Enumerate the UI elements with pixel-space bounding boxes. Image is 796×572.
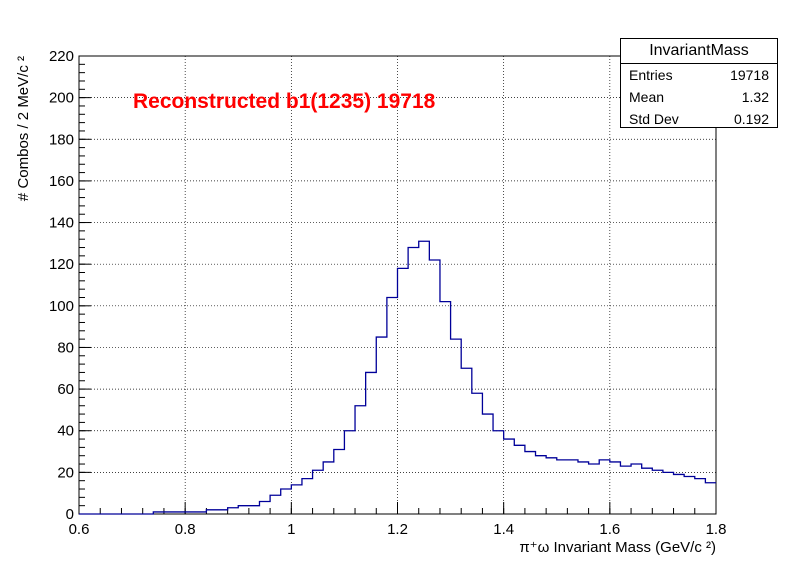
stats-title: InvariantMass	[621, 39, 777, 64]
x-axis-label: π⁺ω Invariant Mass (GeV/c ²)	[519, 539, 716, 556]
x-tick-label: 1.8	[706, 521, 727, 538]
y-tick-label: 200	[49, 90, 74, 107]
stats-row-mean: Mean 1.32	[621, 86, 777, 108]
y-tick-label: 20	[57, 464, 74, 481]
y-tick-label: 0	[66, 506, 74, 523]
y-tick-label: 40	[57, 423, 74, 440]
x-tick-label: 0.6	[69, 521, 90, 538]
stats-stddev-label: Std Dev	[629, 111, 679, 127]
y-tick-label: 60	[57, 381, 74, 398]
stats-row-entries: Entries 19718	[621, 64, 777, 86]
y-tick-labels: 0 20 40 60 80 100 120 140 160 180 200 220	[49, 48, 74, 523]
x-tick-labels: 0.6 0.8 1 1.2 1.4 1.6 1.8	[69, 521, 727, 538]
y-tick-label: 160	[49, 173, 74, 190]
stats-row-stddev: Std Dev 0.192	[621, 108, 777, 130]
y-tick-label: 180	[49, 131, 74, 148]
x-tick-label: 1.2	[387, 521, 408, 538]
x-tick-label: 1.4	[493, 521, 514, 538]
y-tick-label: 100	[49, 298, 74, 315]
stats-entries-value: 19718	[730, 67, 769, 83]
stats-mean-value: 1.32	[741, 89, 769, 105]
x-tick-label: 1	[287, 521, 295, 538]
x-tick-label: 1.6	[599, 521, 620, 538]
y-tick-label: 220	[49, 48, 74, 65]
stats-mean-label: Mean	[629, 89, 665, 105]
y-tick-label: 120	[49, 256, 74, 273]
stats-box: InvariantMass Entries 19718 Mean 1.32 St…	[620, 38, 778, 128]
chart-title: Reconstructed b1(1235) 19718	[133, 90, 436, 113]
y-axis-label: # Combos / 2 MeV/c ²	[15, 56, 32, 201]
stats-stddev-value: 0.192	[733, 111, 769, 127]
grid-lines	[79, 56, 716, 514]
stats-entries-label: Entries	[629, 67, 673, 83]
y-tick-label: 80	[57, 339, 74, 356]
x-tick-label: 0.8	[175, 521, 196, 538]
histogram-line	[79, 240, 716, 515]
y-tick-label: 140	[49, 215, 74, 232]
